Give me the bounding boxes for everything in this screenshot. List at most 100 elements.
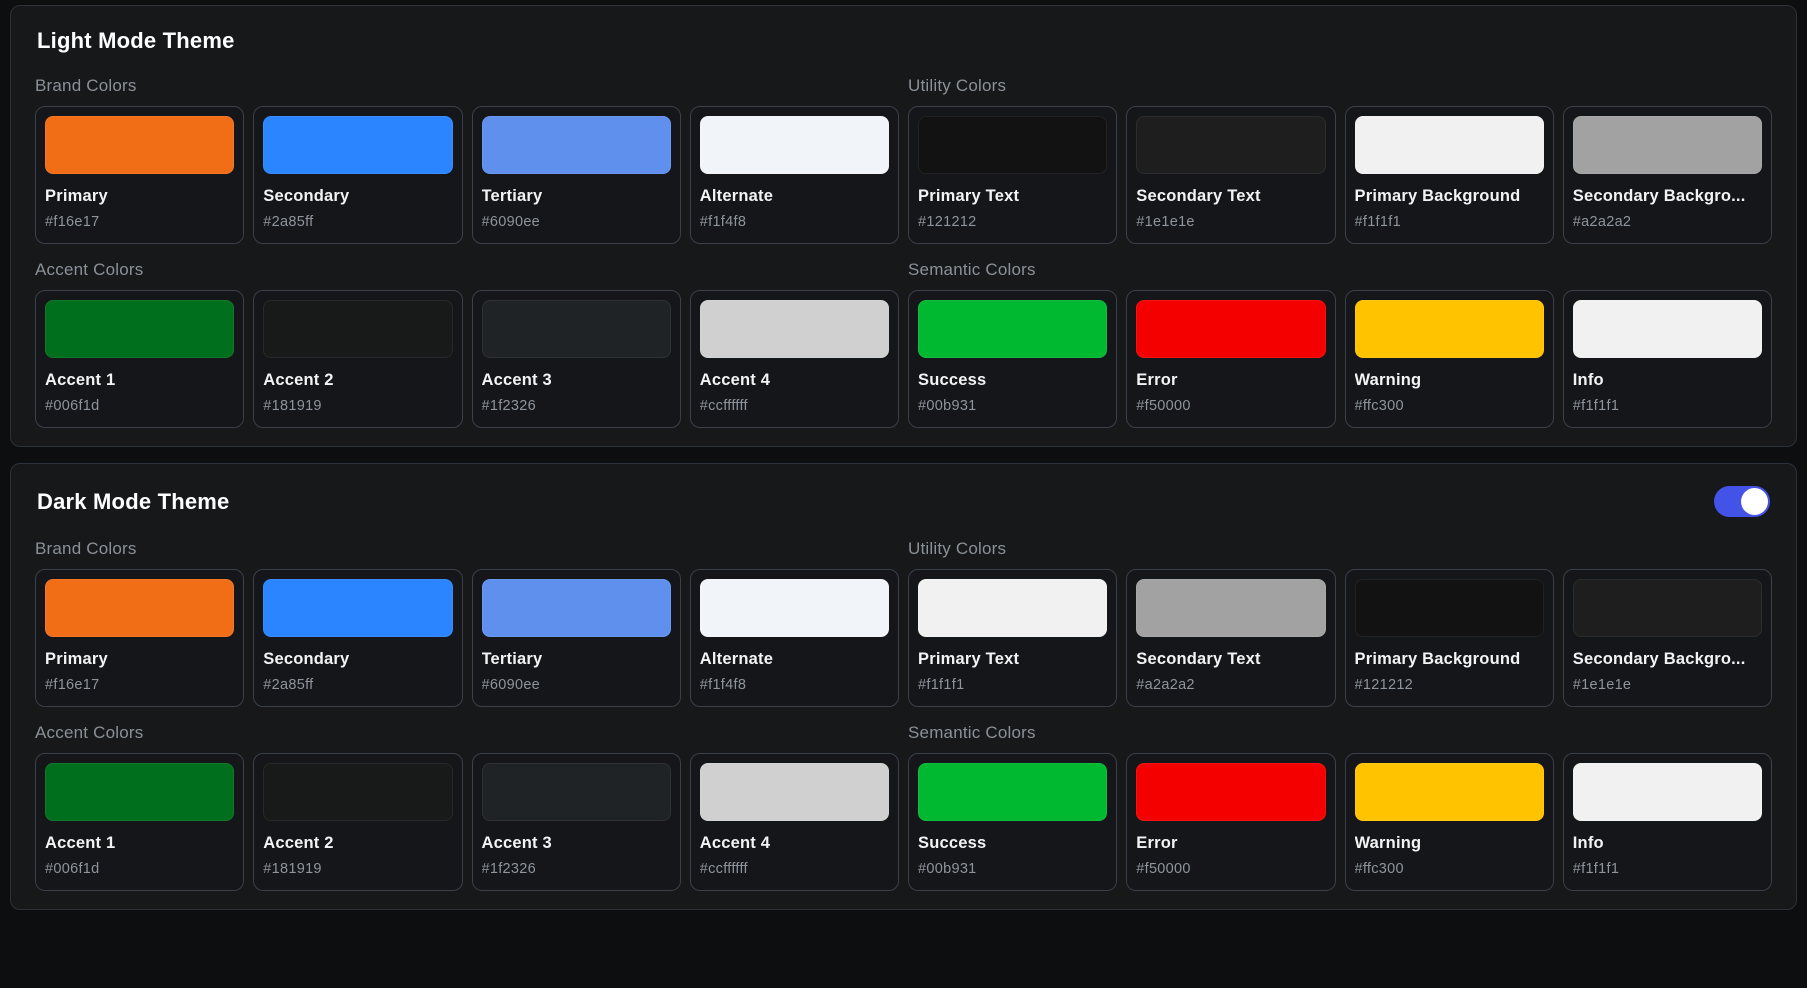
color-hex-value: #ccffffff <box>699 861 748 877</box>
color-hex-value: #f1f1f1 <box>1354 214 1401 230</box>
color-card[interactable]: Success #00b931 <box>908 290 1118 428</box>
color-group-label: Accent Colors <box>35 260 144 279</box>
color-hex-value: #a2a2a2 <box>1136 677 1195 693</box>
color-swatch <box>1354 763 1544 821</box>
color-hex-value: #2a85ff <box>263 214 314 230</box>
color-swatch <box>1136 579 1326 637</box>
color-name-label: Error <box>1136 371 1178 389</box>
color-card[interactable]: Secondary Backgro... #1e1e1e <box>1562 569 1772 707</box>
color-hex-value: #006f1d <box>45 398 100 414</box>
color-hex-value: #1e1e1e <box>1136 214 1195 230</box>
section-title: Light Mode Theme <box>37 28 235 53</box>
color-card[interactable]: Primary Background #121212 <box>1344 569 1554 707</box>
color-name-label: Info <box>1572 834 1604 852</box>
color-card[interactable]: Accent 3 #1f2326 <box>471 290 681 428</box>
toggle-knob-icon <box>1741 488 1768 515</box>
color-name-label: Secondary Text <box>1136 650 1261 668</box>
color-hex-value: #121212 <box>918 214 977 230</box>
color-hex-value: #00b931 <box>918 398 977 414</box>
dark-mode-toggle-switch[interactable] <box>1714 486 1770 517</box>
color-card[interactable]: Secondary Text #1e1e1e <box>1126 106 1336 244</box>
color-swatch <box>45 579 235 637</box>
color-swatch <box>263 300 453 358</box>
color-group-label: Brand Colors <box>35 539 137 558</box>
color-card[interactable]: Accent 2 #181919 <box>253 753 463 891</box>
color-hex-value: #f1f4f8 <box>699 677 747 693</box>
color-hex-value: #f1f1f1 <box>1572 398 1620 414</box>
color-name-label: Info <box>1572 371 1604 389</box>
color-hex-value: #1f2326 <box>481 861 537 877</box>
color-card[interactable]: Error #f50000 <box>1126 290 1336 428</box>
color-card[interactable]: Info #f1f1f1 <box>1562 290 1772 428</box>
color-hex-value: #f1f4f8 <box>699 214 747 230</box>
color-card[interactable]: Tertiary #6090ee <box>471 106 681 244</box>
color-group-label: Utility Colors <box>908 76 1007 95</box>
color-card[interactable]: Accent 4 #ccffffff <box>689 290 899 428</box>
color-name-label: Tertiary <box>481 650 543 668</box>
color-card[interactable]: Primary Text #f1f1f1 <box>908 569 1118 707</box>
color-swatch <box>45 763 235 821</box>
color-card[interactable]: Info #f1f1f1 <box>1562 753 1772 891</box>
color-card[interactable]: Warning #ffc300 <box>1344 753 1554 891</box>
color-swatch <box>481 116 671 174</box>
color-name-label: Primary Background <box>1354 187 1521 205</box>
color-card[interactable]: Accent 2 #181919 <box>253 290 463 428</box>
color-swatch <box>1136 300 1326 358</box>
color-swatch <box>918 763 1108 821</box>
color-swatch <box>699 300 889 358</box>
color-swatch <box>1136 116 1326 174</box>
color-card[interactable]: Primary Text #121212 <box>908 106 1118 244</box>
color-swatch <box>1354 116 1544 174</box>
color-swatch <box>699 763 889 821</box>
color-hex-value: #f16e17 <box>45 677 100 693</box>
color-card[interactable]: Secondary #2a85ff <box>253 106 463 244</box>
color-card[interactable]: Secondary #2a85ff <box>253 569 463 707</box>
theme-section: Dark Mode Theme Brand Colors Utility Colo… <box>10 463 1797 910</box>
color-card[interactable]: Primary #f16e17 <box>35 106 245 244</box>
color-card[interactable]: Accent 1 #006f1d <box>35 753 245 891</box>
color-hex-value: #1e1e1e <box>1572 677 1632 693</box>
color-group-label: Accent Colors <box>35 723 144 742</box>
color-swatch <box>45 300 235 358</box>
color-swatch <box>1572 763 1762 821</box>
color-card[interactable]: Secondary Backgro... #a2a2a2 <box>1562 106 1772 244</box>
color-name-label: Error <box>1136 834 1178 852</box>
color-card[interactable]: Error #f50000 <box>1126 753 1336 891</box>
color-card[interactable]: Warning #ffc300 <box>1344 290 1554 428</box>
color-card[interactable]: Success #00b931 <box>908 753 1118 891</box>
color-hex-value: #6090ee <box>481 677 541 693</box>
color-card[interactable]: Secondary Text #a2a2a2 <box>1126 569 1336 707</box>
color-card[interactable]: Alternate #f1f4f8 <box>689 106 899 244</box>
color-card[interactable]: Alternate #f1f4f8 <box>689 569 899 707</box>
color-card[interactable]: Accent 3 #1f2326 <box>471 753 681 891</box>
color-card[interactable]: Accent 4 #ccffffff <box>689 753 899 891</box>
color-swatch <box>1572 116 1762 174</box>
palette-row: Brand Colors Utility Colors Primary #f16e… <box>35 539 1772 707</box>
color-hex-value: #f1f1f1 <box>918 677 965 693</box>
color-swatch <box>481 579 671 637</box>
color-card[interactable]: Tertiary #6090ee <box>471 569 681 707</box>
theme-section: Light Mode Theme Brand Colors Utility Col… <box>10 5 1797 447</box>
color-name-label: Secondary <box>263 650 350 668</box>
color-name-label: Alternate <box>699 187 774 205</box>
color-name-label: Secondary <box>263 187 350 205</box>
color-hex-value: #a2a2a2 <box>1572 214 1632 230</box>
section-title: Dark Mode Theme <box>37 488 230 514</box>
color-hex-value: #6090ee <box>481 214 541 230</box>
color-swatch <box>45 116 235 174</box>
color-hex-value: #ffc300 <box>1354 398 1404 414</box>
palette-row: Accent Colors Semantic Colors Accent 1 #0… <box>35 260 1772 428</box>
color-swatch <box>1572 579 1762 637</box>
color-name-label: Primary <box>45 187 108 205</box>
color-swatch <box>1354 579 1544 637</box>
color-swatch <box>263 116 453 174</box>
palette-row: Accent Colors Semantic Colors Accent 1 #0… <box>35 723 1772 891</box>
palette-rows: Brand Colors Utility Colors Primary #f16e… <box>35 76 1772 428</box>
color-card[interactable]: Primary #f16e17 <box>35 569 245 707</box>
color-card[interactable]: Accent 1 #006f1d <box>35 290 245 428</box>
color-name-label: Warning <box>1354 834 1422 852</box>
color-card[interactable]: Primary Background #f1f1f1 <box>1344 106 1554 244</box>
color-name-label: Primary Text <box>918 650 1020 668</box>
section-header: Dark Mode Theme <box>37 486 1770 517</box>
color-swatch <box>1354 300 1544 358</box>
